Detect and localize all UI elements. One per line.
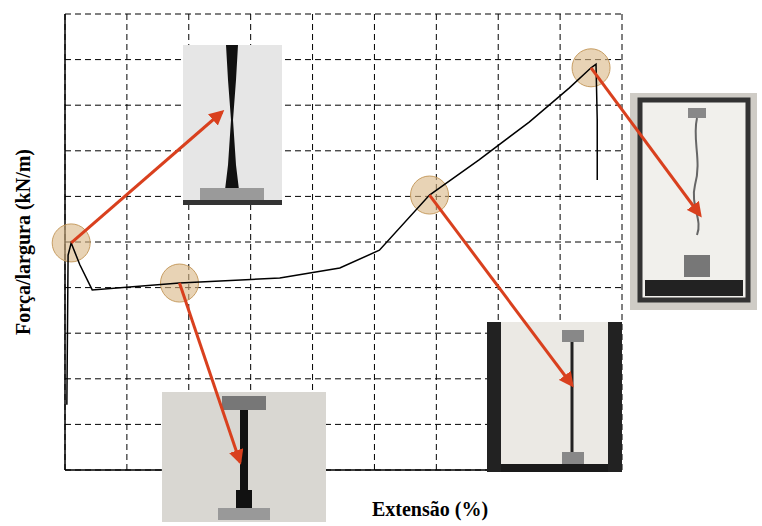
photo	[183, 45, 282, 205]
specimen	[225, 45, 239, 190]
photo	[487, 322, 622, 472]
arrow	[430, 195, 572, 385]
arrow	[591, 68, 700, 215]
photos	[162, 45, 757, 522]
photo	[630, 93, 757, 310]
specimen	[571, 342, 574, 452]
photo-bg	[487, 322, 622, 472]
arrows	[71, 68, 700, 462]
grid-line-x	[374, 14, 375, 470]
frame	[640, 100, 748, 300]
grid-line-y	[65, 242, 622, 243]
photo-bg	[162, 392, 326, 522]
y-axis-title: Força/largura (kN/m)	[12, 149, 35, 335]
grid-line-y	[65, 105, 622, 106]
base	[645, 280, 743, 296]
grid-line-y	[65, 59, 622, 60]
clamp	[218, 508, 270, 520]
chart: Extensão (%) Força/largura (kN/m)	[0, 0, 762, 526]
arrow	[71, 112, 222, 243]
grid-line-y	[65, 14, 622, 15]
grid-line-y	[65, 150, 622, 151]
base	[501, 464, 608, 472]
grid-line-y	[65, 196, 622, 197]
specimen	[236, 490, 252, 510]
clamp	[562, 330, 584, 342]
highlights	[52, 49, 610, 302]
specimen	[694, 118, 699, 235]
clamp	[562, 452, 584, 464]
base	[183, 200, 282, 205]
specimen	[240, 410, 248, 490]
photo-bg	[630, 93, 757, 310]
arrow	[179, 283, 240, 462]
frame	[487, 322, 501, 472]
grid-line-y	[65, 287, 622, 288]
photo-bg	[183, 45, 282, 205]
frame	[608, 322, 622, 472]
x-axis-title: Extensão (%)	[372, 498, 488, 521]
clamp	[684, 255, 710, 277]
photo	[162, 392, 326, 522]
clamp	[200, 188, 264, 202]
clamp	[222, 396, 266, 410]
clamp	[688, 108, 706, 118]
